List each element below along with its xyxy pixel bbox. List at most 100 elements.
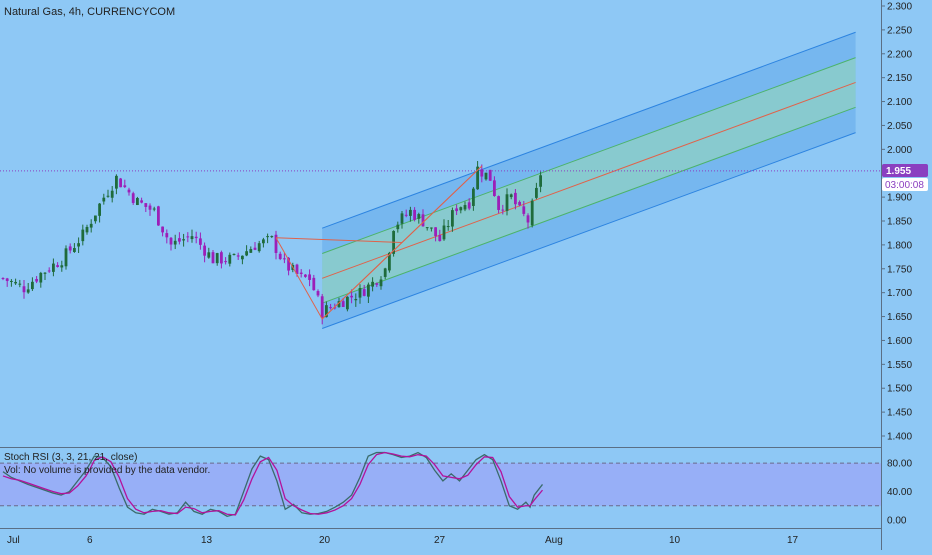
candle-body — [434, 227, 437, 237]
stoch-rsi-tick-label: 0.00 — [887, 515, 907, 526]
candle-body — [115, 175, 118, 189]
candle-body — [480, 169, 484, 177]
candle-body — [409, 209, 412, 216]
candle-body — [220, 252, 223, 264]
candle-body — [203, 245, 206, 256]
candle-body — [304, 274, 307, 277]
candle-body — [497, 196, 500, 210]
price-tick-label: 2.200 — [887, 49, 912, 60]
candle-body — [64, 248, 68, 267]
candle-body — [320, 296, 324, 318]
candle-body — [325, 305, 328, 318]
price-tick-label: 1.900 — [887, 193, 912, 204]
bar-timer-tag: 03:00:08 — [882, 178, 928, 191]
candle-body — [26, 289, 30, 293]
price-tick-label: 2.300 — [887, 2, 912, 13]
candle-body — [232, 253, 236, 255]
candle-body — [400, 213, 404, 224]
time-tick-label: 6 — [87, 535, 93, 546]
candle-body — [530, 200, 534, 226]
price-tick-label: 2.000 — [887, 145, 912, 156]
pitchfork-handle-line[interactable] — [275, 237, 403, 243]
candle-body — [224, 261, 227, 263]
candle-body — [316, 291, 320, 296]
indicator-title[interactable]: Stoch RSI (3, 3, 21, 21, close) — [4, 452, 137, 463]
price-tick-label: 1.400 — [887, 432, 912, 443]
candle-body — [148, 205, 152, 210]
time-tick-label: Aug — [545, 535, 563, 546]
candle-body — [236, 255, 240, 257]
candle-body — [421, 214, 425, 227]
stoch-rsi-k-line — [2, 451, 544, 518]
candle-body — [173, 240, 177, 245]
pitchfork-channel[interactable] — [322, 31, 856, 329]
candle-body — [451, 210, 454, 227]
pitchfork-handles[interactable] — [275, 165, 483, 320]
last-price-tag: 1.955 — [882, 164, 928, 177]
candle-body — [211, 252, 215, 264]
candle-body — [245, 251, 248, 256]
candle-body — [39, 272, 43, 283]
pitchfork-upper-line[interactable] — [322, 31, 856, 229]
candle-body — [102, 197, 106, 202]
candle-body — [262, 239, 265, 244]
candle-body — [442, 225, 446, 240]
candle-body — [287, 257, 290, 271]
pitchfork-inner-lower-line[interactable] — [322, 106, 856, 304]
candle-body — [438, 234, 442, 242]
candle-body — [60, 265, 64, 268]
stoch-rsi-tick-label: 80.00 — [887, 459, 912, 470]
candle-body — [1, 277, 5, 279]
price-tick-label: 1.850 — [887, 217, 912, 228]
candle-body — [98, 203, 101, 216]
candle-body — [274, 234, 278, 253]
price-tick-label: 1.550 — [887, 360, 912, 371]
stoch-rsi-axis[interactable]: 80.00 40.00 0.00 — [887, 459, 912, 527]
candle-body — [417, 214, 421, 219]
candle-body — [52, 263, 55, 272]
candle-body — [472, 188, 475, 206]
time-axis[interactable]: Jul 6 13 20 27 Aug 10 17 — [7, 535, 799, 546]
pitchfork-median-line[interactable] — [322, 81, 856, 279]
candle-body — [522, 206, 526, 214]
chart-title: Natural Gas, 4h, CURRENCYCOM — [4, 6, 175, 18]
stoch-rsi-pane — [0, 451, 881, 518]
candle-body — [367, 284, 370, 297]
candle-body — [81, 229, 85, 242]
candle-body — [463, 205, 467, 210]
time-tick-label: Jul — [7, 535, 20, 546]
candle-body — [535, 187, 538, 198]
candle-body — [31, 281, 34, 290]
candle-body — [346, 296, 349, 310]
candle-body — [362, 289, 366, 296]
candle-body — [18, 283, 22, 285]
price-tick-label: 2.050 — [887, 121, 912, 132]
candle-body — [358, 288, 362, 298]
candle-body — [505, 194, 509, 211]
candle-body — [190, 236, 194, 240]
candle-body — [375, 283, 379, 285]
candle-body — [518, 201, 521, 206]
candle-body — [56, 265, 59, 267]
candle-body — [488, 169, 492, 181]
price-axis[interactable]: 2.3002.2502.2002.1502.1002.0502.0001.950… — [881, 2, 912, 443]
candle-body — [396, 224, 400, 230]
candle-body — [350, 295, 353, 298]
pitchfork-lower-line[interactable] — [322, 132, 856, 329]
pitchfork-inner-upper-line[interactable] — [322, 57, 856, 254]
price-tick-label: 2.100 — [887, 97, 912, 108]
candle-body — [89, 223, 93, 228]
candle-body — [110, 190, 114, 198]
price-tick-label: 1.450 — [887, 408, 912, 419]
candle-body — [178, 238, 181, 242]
candle-body — [157, 206, 160, 226]
bar-timer-label: 03:00:08 — [885, 180, 924, 191]
candle-body — [383, 268, 387, 277]
candle-body — [127, 189, 131, 193]
candle-body — [253, 247, 257, 250]
time-tick-label: 17 — [787, 535, 799, 546]
time-tick-label: 20 — [319, 535, 331, 546]
price-tick-label: 1.650 — [887, 312, 912, 323]
